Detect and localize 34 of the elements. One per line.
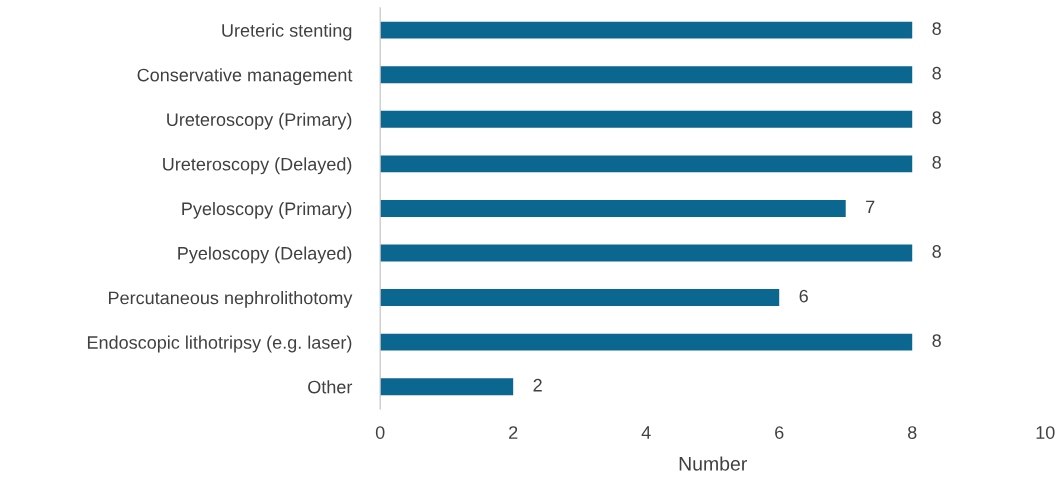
- bar: [380, 21, 913, 39]
- y-tick-label: Ureteroscopy (Delayed): [163, 157, 352, 175]
- data-label: 8: [932, 155, 941, 169]
- y-tick-label: Ureteric stenting: [222, 23, 352, 41]
- data-label: 2: [533, 378, 542, 392]
- data-label: 8: [932, 22, 941, 35]
- x-tick-label: 2: [509, 426, 518, 439]
- y-tick-label: Other: [308, 380, 353, 394]
- y-tick-label: Pyeloscopy (Primary): [182, 201, 352, 219]
- bar: [380, 199, 846, 217]
- bar: [380, 378, 514, 396]
- bar: [380, 110, 913, 128]
- y-tick-label: Conservative management: [137, 68, 353, 85]
- data-label: 8: [932, 111, 941, 125]
- x-tick-label: 8: [907, 426, 917, 439]
- bar: [380, 333, 913, 351]
- bar: [380, 289, 780, 307]
- x-tick-label: 6: [775, 426, 784, 439]
- x-tick-label: 4: [641, 426, 651, 439]
- data-label: 8: [932, 245, 941, 258]
- x-tick-label: 0: [375, 426, 385, 439]
- x-tick-label: 10: [1036, 426, 1055, 439]
- data-label: 6: [799, 289, 808, 303]
- y-tick-label: Pyeloscopy (Delayed): [178, 246, 352, 264]
- data-label: 8: [932, 334, 941, 347]
- bar: [380, 155, 913, 173]
- y-tick-label: Percutaneous nephrolithotomy: [109, 291, 353, 308]
- data-label: 8: [932, 66, 941, 80]
- x-axis-title: Number: [679, 456, 747, 471]
- bar: [380, 244, 913, 262]
- data-label: 7: [866, 200, 875, 214]
- y-tick-label: Endoscopic lithotripsy (e.g. laser): [87, 335, 352, 353]
- bar: [380, 66, 913, 84]
- y-tick-label: Ureteroscopy (Primary): [167, 112, 352, 130]
